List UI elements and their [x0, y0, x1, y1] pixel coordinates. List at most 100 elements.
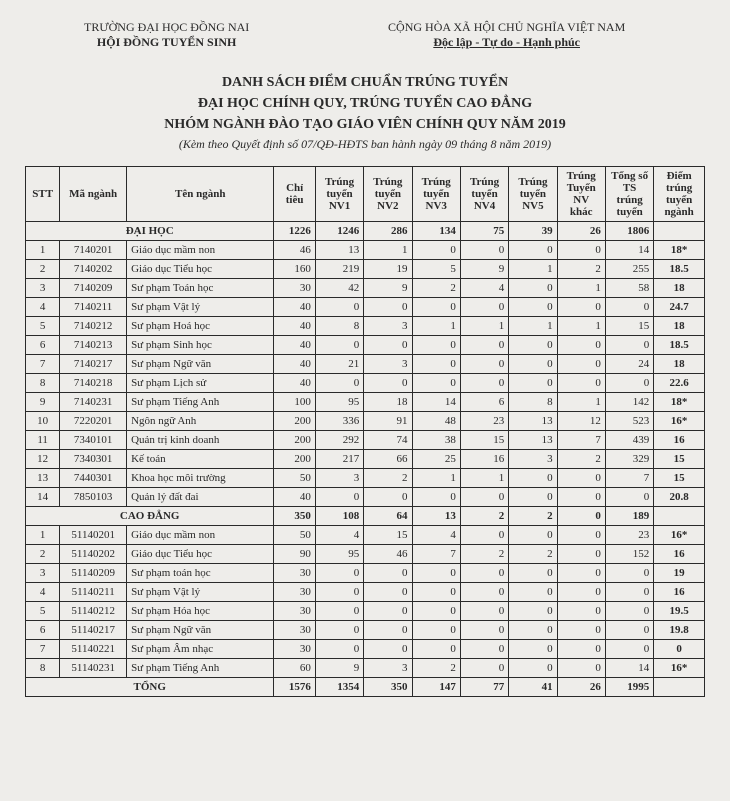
cell-value: 1 [412, 317, 460, 336]
university-name: TRƯỜNG ĐẠI HỌC ĐỒNG NAI [25, 20, 308, 35]
country-line: CỘNG HÒA XÃ HỘI CHỦ NGHĨA VIỆT NAM [308, 20, 705, 35]
header-right: CỘNG HÒA XÃ HỘI CHỦ NGHĨA VIỆT NAM Độc l… [308, 20, 705, 50]
cell-value: 40 [274, 298, 315, 317]
cell-value: 255 [605, 260, 653, 279]
cell-value: 0 [364, 602, 412, 621]
cell-value: 16 [654, 583, 705, 602]
cell-stt: 14 [26, 488, 60, 507]
th-diem: Điểm trúng tuyển ngành [654, 167, 705, 222]
cell-value: 19.5 [654, 602, 705, 621]
th-tong: Tổng số TS trúng tuyển [605, 167, 653, 222]
subtitle: (Kèm theo Quyết định số 07/QĐ-HĐTS ban h… [25, 137, 705, 152]
cell-value: 0 [364, 336, 412, 355]
cell-value: 4 [315, 526, 363, 545]
sum-cell: 1354 [315, 678, 363, 697]
cell-value: 0 [509, 355, 557, 374]
cell-value: 0 [460, 564, 508, 583]
cell-code: 51140212 [60, 602, 127, 621]
cell-value: 0 [315, 488, 363, 507]
th-nv5: Trúng tuyển NV5 [509, 167, 557, 222]
cell-value: 0 [315, 621, 363, 640]
cell-value: 30 [274, 621, 315, 640]
sum-cell: 1806 [605, 222, 653, 241]
cell-value: 16* [654, 659, 705, 678]
cell-value: 0 [460, 241, 508, 260]
cell-value: 18 [364, 393, 412, 412]
cell-value: 200 [274, 412, 315, 431]
cell-value: 4 [460, 279, 508, 298]
cell-value: 0 [557, 336, 605, 355]
cell-value: 0 [315, 374, 363, 393]
cell-value: 0 [460, 602, 508, 621]
cell-value: 20.8 [654, 488, 705, 507]
cell-value: 7 [605, 469, 653, 488]
table-row: 27140202Giáo dục Tiểu học160219195912255… [26, 260, 705, 279]
cell-value: 0 [412, 241, 460, 260]
cell-value: 13 [315, 241, 363, 260]
cell-value: 0 [364, 564, 412, 583]
sum-cell [654, 678, 705, 697]
cell-value: 30 [274, 602, 315, 621]
cell-value: 0 [412, 583, 460, 602]
cell-value: 2 [364, 469, 412, 488]
cell-value: 0 [412, 640, 460, 659]
cell-value: 66 [364, 450, 412, 469]
cell-value: 0 [605, 602, 653, 621]
cell-value: 0 [509, 640, 557, 659]
cell-code: 51140211 [60, 583, 127, 602]
cell-value: 3 [364, 659, 412, 678]
cell-value: 0 [509, 583, 557, 602]
cell-name: Sư phạm Vật lý [127, 298, 274, 317]
cell-value: 7 [412, 545, 460, 564]
cell-value: 200 [274, 431, 315, 450]
cell-value: 40 [274, 336, 315, 355]
cell-value: 3 [315, 469, 363, 488]
cell-value: 0 [509, 564, 557, 583]
cell-value: 1 [509, 260, 557, 279]
table-row: 37140209Sư phạm Toán học3042924015818 [26, 279, 705, 298]
cell-value: 0 [557, 602, 605, 621]
cell-name: Sư phạm Sinh học [127, 336, 274, 355]
cell-stt: 11 [26, 431, 60, 450]
table-row: 57140212Sư phạm Hoá học408311111518 [26, 317, 705, 336]
cell-value: 19.8 [654, 621, 705, 640]
sum-cell [654, 507, 705, 526]
cell-value: 19 [654, 564, 705, 583]
cell-value: 13 [509, 431, 557, 450]
cell-value: 2 [557, 450, 605, 469]
sum-cell: 0 [557, 507, 605, 526]
sum-cell: 147 [412, 678, 460, 697]
cell-value: 0 [557, 488, 605, 507]
table-row: 117340101Quản trị kinh doanh200292743815… [26, 431, 705, 450]
cell-code: 7140211 [60, 298, 127, 317]
council-name: HỘI ĐỒNG TUYỂN SINH [25, 35, 308, 50]
cell-value: 0 [460, 298, 508, 317]
cell-value: 0 [557, 545, 605, 564]
cell-value: 15 [605, 317, 653, 336]
cell-value: 14 [412, 393, 460, 412]
cell-value: 0 [364, 583, 412, 602]
cell-code: 7140213 [60, 336, 127, 355]
cell-value: 1 [509, 317, 557, 336]
cell-value: 15 [654, 469, 705, 488]
cell-value: 25 [412, 450, 460, 469]
cell-value: 0 [412, 564, 460, 583]
cell-stt: 7 [26, 640, 60, 659]
cell-value: 95 [315, 393, 363, 412]
cell-stt: 1 [26, 526, 60, 545]
cell-value: 0 [557, 621, 605, 640]
cell-value: 0 [315, 336, 363, 355]
cell-code: 7140217 [60, 355, 127, 374]
cell-value: 0 [509, 526, 557, 545]
cell-code: 7140231 [60, 393, 127, 412]
cell-name: Sư phạm Tiếng Anh [127, 393, 274, 412]
th-nvk: Trúng Tuyển NV khác [557, 167, 605, 222]
cell-code: 7140201 [60, 241, 127, 260]
cell-name: Sư phạm Ngữ văn [127, 355, 274, 374]
cell-name: Sư phạm toán học [127, 564, 274, 583]
cell-value: 152 [605, 545, 653, 564]
cell-value: 2 [412, 279, 460, 298]
cell-value: 0 [460, 659, 508, 678]
cell-value: 142 [605, 393, 653, 412]
cell-value: 336 [315, 412, 363, 431]
